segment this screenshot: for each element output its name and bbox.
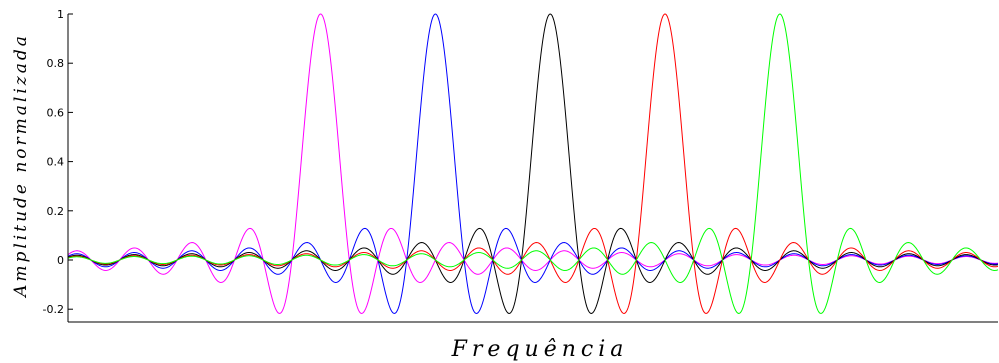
y-tick-label: -0.2 (43, 303, 64, 316)
y-ticks: -0.2 0 0.2 0.4 0.6 0.8 1 (43, 8, 73, 316)
y-tick-label: 0 (57, 254, 64, 267)
y-tick-label: 1 (57, 8, 64, 21)
series-line-4 (67, 13, 999, 314)
y-tick-label: 0.2 (47, 205, 65, 218)
series-line-1 (67, 13, 999, 314)
plot-area (67, 13, 999, 314)
series-line-3 (67, 13, 999, 314)
y-tick-label: 0.4 (47, 156, 65, 169)
y-tick-label: 0.6 (47, 106, 65, 119)
series-line-2 (67, 13, 999, 314)
series-line-5 (67, 13, 999, 314)
y-tick-label: 0.8 (47, 57, 65, 70)
y-axis-label: Amplitude normalizada (11, 33, 31, 299)
x-axis-label: Frequência (451, 337, 629, 362)
